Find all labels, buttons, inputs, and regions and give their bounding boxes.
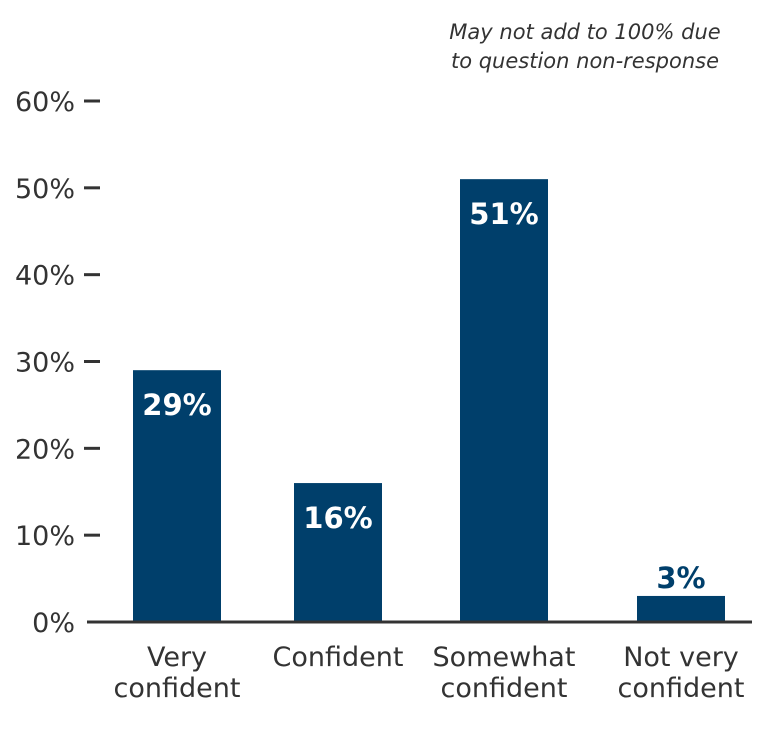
y-tick-label: 20% [15,434,75,465]
x-category-label: Very [147,642,207,673]
y-tick-label: 40% [15,261,75,292]
bar [133,370,221,622]
x-category-label: Confident [273,642,404,673]
y-tick-label: 50% [15,174,75,205]
bar-value-label: 16% [303,501,372,535]
x-category-label: confident [618,673,745,704]
bar-value-label: 29% [142,388,211,422]
x-category-label: Not very [623,642,739,673]
bar-value-label: 51% [469,197,538,231]
bar [460,179,548,622]
chart-note-line-1: May not add to 100% due [449,20,721,44]
x-category-label: confident [114,673,241,704]
bar [637,595,725,622]
chart-note-line-2: to question non-response [450,49,720,73]
bar [294,483,382,622]
x-category-label: confident [441,673,568,704]
y-tick-label: 60% [15,87,75,118]
y-tick-label: 30% [15,348,75,379]
chart-note: May not add to 100% due to question non-… [420,18,750,76]
y-tick-label: 0% [32,608,75,639]
x-category-label: Somewhat [433,642,576,673]
y-tick-label: 10% [15,521,75,552]
bar-value-label: 3% [656,561,705,595]
